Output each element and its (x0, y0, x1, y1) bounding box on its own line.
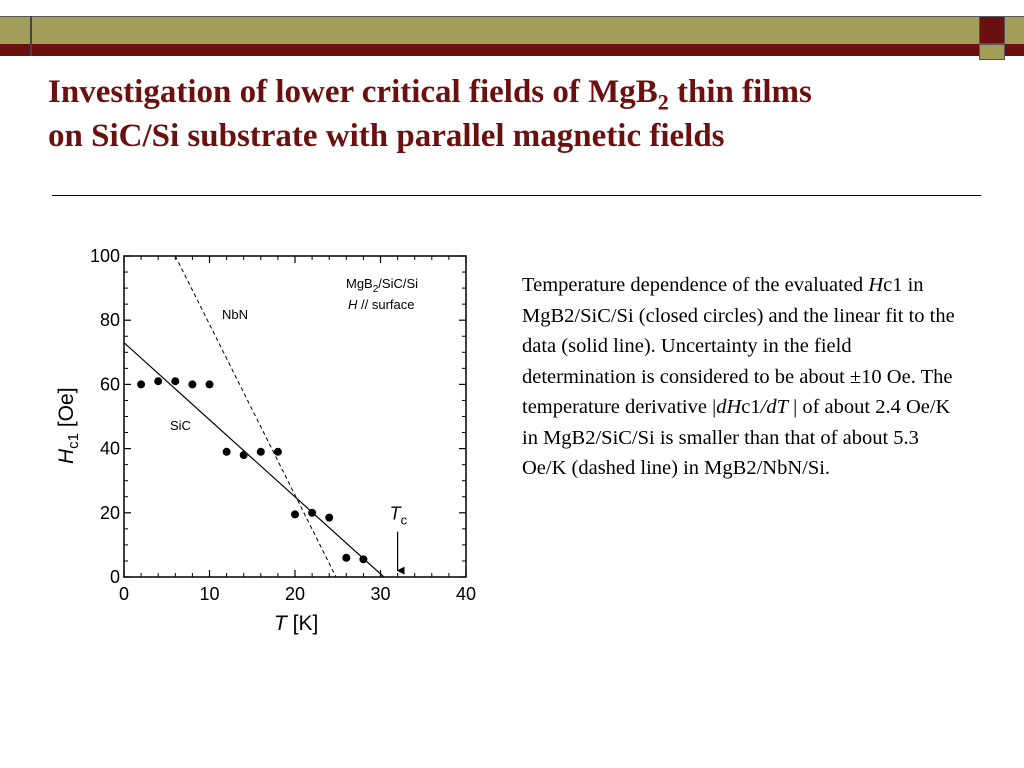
x-tick-label: 10 (199, 584, 219, 604)
top-band-olive (0, 16, 1024, 44)
top-band-maroon (0, 44, 1024, 56)
y-tick-label: 0 (110, 567, 120, 587)
data-point (256, 447, 265, 456)
axis-ticks (123, 255, 467, 578)
data-point (154, 377, 163, 386)
data-point (205, 380, 214, 389)
plot-frame (123, 255, 467, 578)
y-tick-label: 80 (100, 310, 120, 330)
hc1-temperature-chart: 0 10 20 30 40 0 20 40 60 80 100 MgB2/SiC/Si H // … (55, 246, 476, 635)
annotation-sample: MgB2/SiC/Si (346, 276, 418, 295)
data-point (222, 447, 231, 456)
label-sic: SiC (170, 418, 191, 433)
slide-title: Investigation of lower critical fields o… (48, 74, 812, 154)
y-axis-label: Hc1 [Oe] (55, 387, 82, 464)
label-nbn: NbN (222, 307, 248, 322)
title-divider (52, 195, 981, 196)
corner-square-olive (979, 44, 1005, 60)
nbn-dashed-line (174, 255, 337, 578)
corner-square-maroon (979, 16, 1005, 44)
y-tick-label: 60 (100, 374, 120, 394)
left-box-outline (30, 16, 32, 56)
annotation-field: H // surface (348, 297, 414, 312)
y-tick-label: 100 (90, 246, 120, 266)
tc-label: Tc (390, 504, 408, 528)
y-tick-label: 40 (100, 439, 120, 459)
x-tick-label: 40 (456, 584, 476, 604)
sic-fit-line (123, 342, 385, 578)
data-point (359, 555, 368, 564)
data-point (239, 451, 248, 460)
figure-caption: Temperature dependence of the evaluated … (522, 274, 955, 479)
data-point (291, 510, 299, 519)
x-axis-label: T [K] (274, 612, 318, 635)
data-points (137, 377, 368, 564)
x-tick-label: 0 (119, 584, 129, 604)
data-point (188, 380, 197, 389)
data-point (342, 553, 351, 562)
data-point (137, 380, 146, 389)
x-tick-label: 30 (370, 584, 390, 604)
x-tick-labels: 0 10 20 30 40 (119, 584, 476, 604)
data-point (308, 508, 317, 517)
data-point (171, 377, 180, 386)
data-point (325, 513, 334, 522)
data-point (273, 447, 282, 456)
x-tick-label: 20 (285, 584, 305, 604)
y-tick-label: 20 (100, 503, 120, 523)
y-tick-labels: 0 20 40 60 80 100 (90, 246, 120, 587)
